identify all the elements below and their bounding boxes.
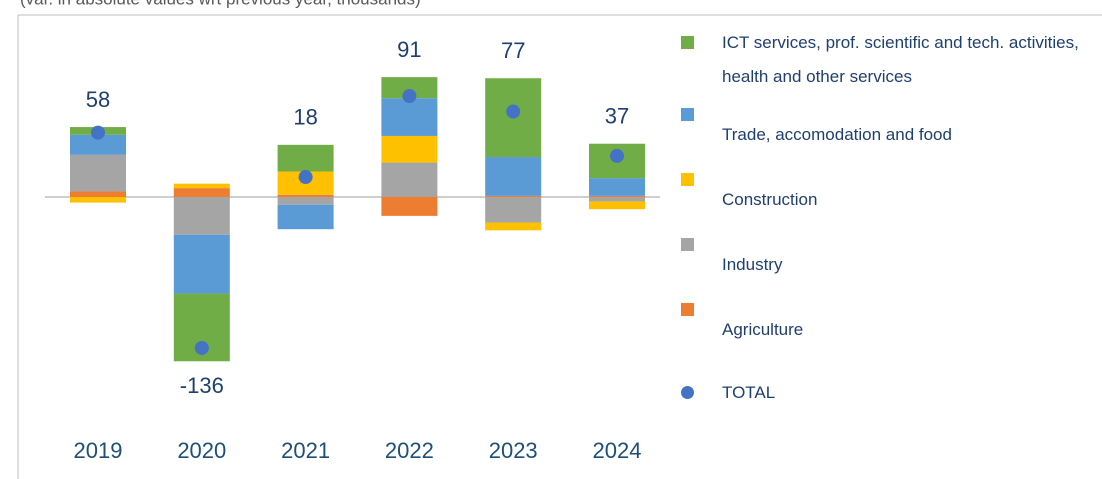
chart-subtitle: (var. in absolute values wrt previous ye… [20,0,421,8]
data-label: 37 [605,104,629,129]
bar-segment [381,197,438,216]
bar-segment [70,197,126,203]
bar-segment [381,162,438,197]
data-label: 77 [501,38,525,63]
x-tick-label: 2019 [74,438,123,463]
x-tick-label: 2024 [593,438,642,463]
bar-segment [277,204,334,230]
total-dot [402,88,417,103]
bar-segment [485,157,542,196]
bar-segment [277,194,334,197]
legend-label: ICT services, prof. scientific and tech.… [722,33,1079,86]
bar-segment [485,197,542,223]
legend-swatch [681,173,694,186]
legend-swatch [681,386,694,399]
bar-segment [381,77,438,99]
bar-segment [70,154,126,192]
bar-segment [381,98,438,136]
bar-segment [485,195,542,197]
bar-segment [485,222,542,231]
bar-segment [277,144,334,172]
legend-label: Industry [722,255,783,274]
data-label: 18 [293,105,317,130]
total-dot [506,104,521,119]
legend-label: Trade, accomodation and food [722,125,952,144]
bar-segment [173,234,230,294]
x-tick-label: 2020 [177,438,226,463]
total-dot [610,148,624,163]
total-dot [91,125,105,140]
bar-segment [173,183,230,189]
bar-segment [173,188,230,197]
total-dot [194,340,209,355]
bar-segment [173,197,230,235]
bar-segment [589,201,645,210]
bar-segment [70,191,126,197]
legend-swatch [681,238,694,251]
total-dot [298,170,313,185]
bar-segment [70,134,126,155]
data-label: 91 [397,37,421,62]
legend-swatch [681,303,694,316]
legend-label: Construction [722,190,818,209]
legend-label: Agriculture [722,320,804,339]
bar-segment [589,197,645,202]
bar-segment [589,178,645,196]
legend-swatch [681,36,694,49]
data-label: 58 [86,87,110,112]
legend-label: TOTAL [722,383,776,402]
x-tick-label: 2023 [489,438,538,463]
data-label: -136 [180,373,224,398]
x-tick-label: 2021 [281,438,330,463]
legend-swatch [681,108,694,121]
bar-segment [277,197,334,205]
bar-segment [589,195,645,197]
x-tick-label: 2022 [385,438,434,463]
bar-segment [381,135,438,163]
